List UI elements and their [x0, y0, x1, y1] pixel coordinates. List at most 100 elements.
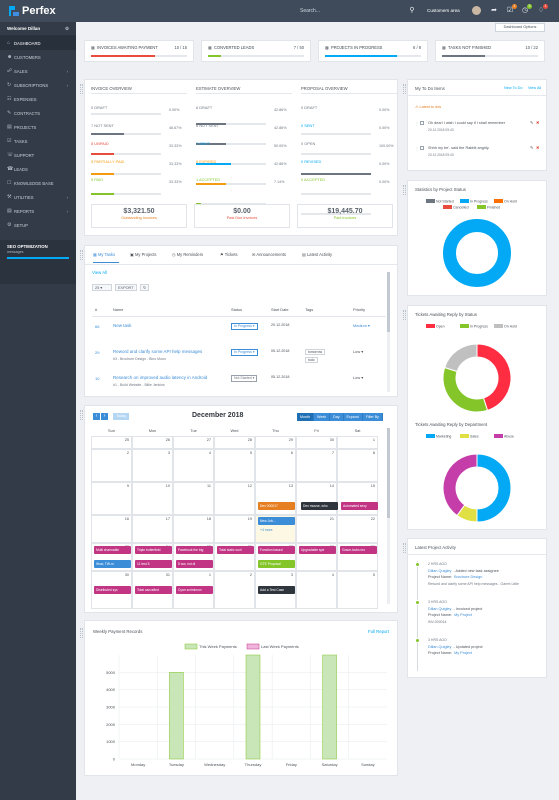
customers-area-link[interactable]: Customers area	[427, 8, 460, 13]
task-priority[interactable]: Low ▾	[353, 349, 363, 354]
calendar-event[interactable]: Dev mouse, who	[301, 502, 338, 510]
timer-icon[interactable]: ◷	[521, 7, 529, 14]
calendar-day-cell[interactable]: 16	[91, 515, 132, 543]
calendar-day-cell[interactable]: 17	[132, 515, 173, 543]
prev-month-button[interactable]: ‹	[93, 413, 100, 420]
drag-grip-icon[interactable]	[80, 410, 83, 420]
scrollbar[interactable]	[387, 428, 390, 604]
new-todo-link[interactable]: New To Do	[504, 86, 523, 90]
task-status-dropdown[interactable]: In Progress ▾	[231, 349, 258, 356]
task-priority[interactable]: Low ▾	[353, 375, 363, 380]
sidebar-item-tasks[interactable]: ☑ TASKS	[0, 134, 76, 148]
calendar-view-expand[interactable]: Expand	[343, 413, 363, 421]
todo-checkbox[interactable]	[420, 121, 424, 125]
calendar-view-day[interactable]: Day	[330, 413, 344, 421]
drag-grip-icon[interactable]	[80, 250, 83, 260]
stat-card-converted-leads[interactable]: ▦ CONVERTED LEADS 7 / 50	[201, 40, 311, 62]
calendar-day-cell[interactable]: 11	[173, 482, 214, 515]
seo-optimization-panel[interactable]: SEO OPTIMIZATION messages	[0, 240, 76, 284]
calendar-event[interactable]: 11 test 5	[135, 560, 172, 568]
drag-grip-icon[interactable]	[403, 84, 406, 94]
edit-icon[interactable]: ✎	[530, 120, 534, 125]
dashboard-options-button[interactable]: Dashboard Options	[495, 23, 545, 32]
delete-icon[interactable]: ✖	[536, 145, 540, 150]
calendar-day-cell[interactable]: 13	[255, 482, 296, 515]
full-report-link[interactable]: Full Report	[368, 629, 390, 634]
share-icon[interactable]: ➦	[491, 7, 497, 14]
calendar-day-cell[interactable]: 30	[91, 571, 132, 609]
calendar-day-cell[interactable]: 8	[337, 449, 378, 482]
calendar-day-cell[interactable]: 18	[173, 515, 214, 543]
calendar-day-cell[interactable]: 30	[296, 436, 337, 449]
avatar[interactable]	[472, 6, 481, 15]
drag-grip-icon[interactable]	[80, 84, 83, 94]
slice-abuse[interactable]	[442, 453, 478, 517]
calendar-event[interactable]: New Job...	[258, 517, 295, 525]
drag-grip-icon[interactable]	[403, 185, 406, 195]
invoice-row-label[interactable]: 5 UNPAID	[91, 141, 109, 146]
slice-in-progress[interactable]	[442, 366, 489, 413]
calendar-event[interactable]: Wow, TW-m	[94, 560, 131, 568]
calendar-event[interactable]: Automated sexy	[341, 502, 378, 510]
slice-marketing[interactable]	[476, 453, 512, 523]
estimate-row-label[interactable]: 1 ACCEPTED	[196, 177, 221, 182]
column-header-name[interactable]: Name	[113, 307, 124, 312]
today-button[interactable]: Today	[113, 413, 130, 420]
calendar-event[interactable]: Triple butterfield	[135, 546, 172, 554]
calendar-event[interactable]: Total cancelled	[135, 586, 172, 594]
sidebar-item-leads[interactable]: ☎ LEADS	[0, 162, 76, 176]
calendar-day-cell[interactable]: 12	[214, 482, 255, 515]
calendar-day-cell[interactable]: 3	[132, 449, 173, 482]
calendar-day-cell[interactable]: 5	[214, 449, 255, 482]
column-header-tags[interactable]: Tags	[305, 307, 314, 312]
sidebar-item-knowledge-base[interactable]: ☐ KNOWLEDGE BASE	[0, 176, 76, 190]
calendar-day-cell[interactable]: 25	[91, 436, 132, 449]
bar-thursday[interactable]	[245, 654, 261, 760]
table-row[interactable]: 29 Reword and clarify some API help messa…	[85, 348, 385, 372]
todo-item[interactable]: ⋮ Shhh my be', said the Rabbit angrily. 20…	[408, 145, 546, 165]
estimate-row-label[interactable]: 7 SENT	[196, 141, 210, 146]
calendar-event[interactable]: 5 ww, not di	[176, 560, 213, 568]
sidebar-item-expenses[interactable]: ☷ EXPENSES	[0, 92, 76, 106]
table-row[interactable]: 66 New task In Progress ▾ 20.12.2018 Medium …	[85, 322, 385, 346]
tab-announcements[interactable]: ✉ Announcements	[252, 252, 286, 257]
sidebar-item-subscriptions[interactable]: ↻ SUBSCRIPTIONS ›	[0, 78, 76, 92]
tab-my-projects[interactable]: ▣ My Projects	[130, 252, 156, 257]
calendar-event[interactable]: Grace-locks mo	[340, 546, 377, 554]
calendar-day-cell[interactable]: 1	[173, 571, 214, 609]
task-name-link[interactable]: Research on improved audio latency in An…	[113, 375, 208, 380]
task-id[interactable]: 66	[95, 324, 100, 329]
task-status-dropdown[interactable]: In Progress ▾	[231, 323, 258, 330]
sidebar-item-customers[interactable]: ☻ CUSTOMERS	[0, 50, 76, 64]
todo-checkbox[interactable]	[420, 146, 424, 150]
calendar-day-cell[interactable]: 26	[132, 436, 173, 449]
sidebar-item-dashboard[interactable]: ⌂ DASHBOARD	[0, 36, 76, 50]
slice-on-hold[interactable]	[444, 343, 478, 373]
search-icon[interactable]: ⚲	[409, 7, 415, 14]
sidebar-item-support[interactable]: ☏ SUPPORT	[0, 148, 76, 162]
bell-icon[interactable]: ♢	[537, 7, 545, 14]
brand-name[interactable]: Perfex	[22, 5, 56, 17]
task-tag[interactable]: todo	[305, 357, 318, 363]
calendar-day-cell[interactable]: 2	[214, 571, 255, 609]
tab-tickets[interactable]: ⚑ Tickets	[220, 252, 238, 257]
calendar-view-month[interactable]: Month	[297, 413, 314, 421]
bar-tuesday[interactable]	[169, 672, 184, 760]
calendar-event[interactable]: Function based	[258, 546, 295, 554]
calendar-event[interactable]: Cyan scrimimon	[176, 586, 213, 594]
calendar-day-cell[interactable]: 27	[173, 436, 214, 449]
calendar-event[interactable]: Upgradable spe	[299, 546, 336, 554]
column-header-start-date[interactable]: Start Date	[271, 307, 289, 312]
activity-user-link[interactable]: Dillan Quigley	[428, 645, 452, 649]
invoice-row-label[interactable]: 5 PAID	[91, 177, 104, 182]
calendar-day-cell[interactable]: 29	[255, 436, 296, 449]
column-header-priority[interactable]: Priority	[353, 307, 366, 312]
activity-project-link[interactable]: Brochure Design	[454, 575, 483, 579]
estimate-row-label[interactable]: 6 EXPIRED	[196, 159, 217, 164]
calendar-day-cell[interactable]: 4	[173, 449, 214, 482]
sidebar-item-sales[interactable]: ☍ SALES ›	[0, 64, 76, 78]
delete-icon[interactable]: ✖	[536, 120, 540, 125]
task-name-link[interactable]: New task	[113, 323, 132, 328]
task-name-link[interactable]: Reword and clarify some API help message…	[113, 349, 203, 354]
drag-grip-icon[interactable]	[80, 628, 83, 638]
